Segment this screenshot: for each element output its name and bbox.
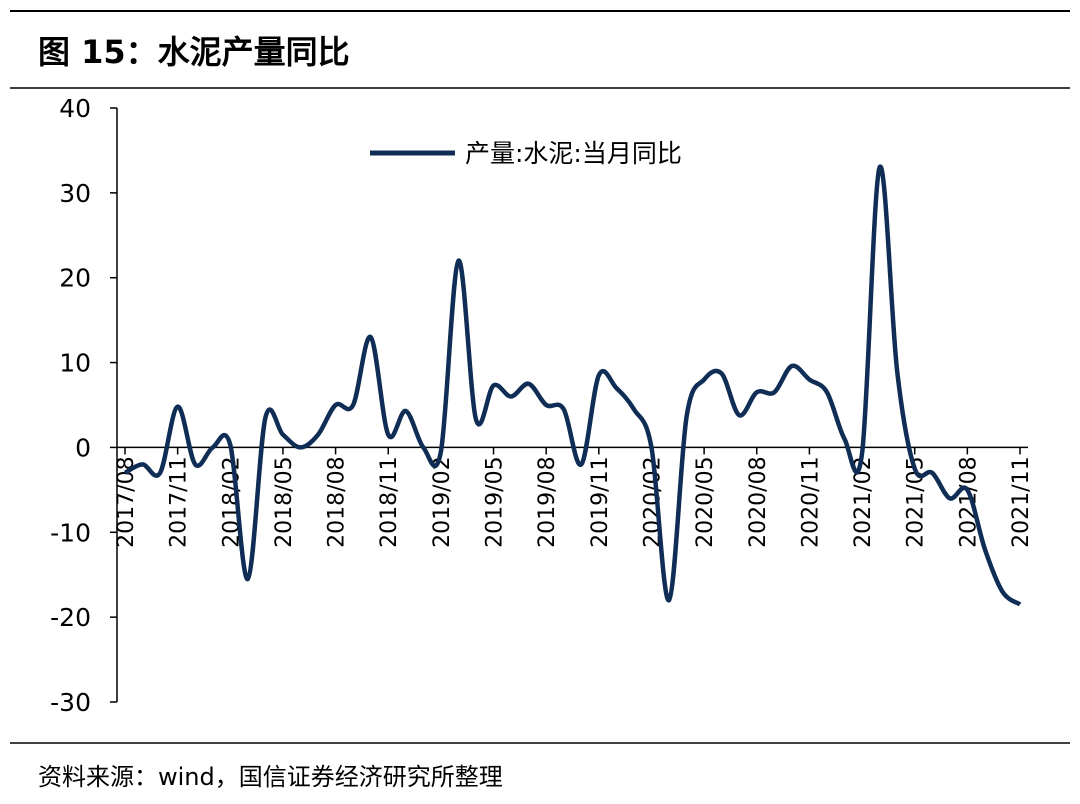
x-tick-label: 2019/05: [483, 456, 508, 547]
x-tick-label: 2018/08: [325, 456, 350, 547]
x-tick-label: 2019/08: [535, 456, 560, 547]
figure-title: 图 15：水泥产量同比: [38, 33, 350, 71]
x-tick-label: 2020/08: [746, 456, 771, 547]
x-tick-label: 2019/11: [588, 456, 613, 547]
series-line: [123, 164, 1022, 607]
x-tick-label: 2020/11: [798, 456, 823, 547]
x-tick-label: 2018/11: [377, 456, 402, 547]
x-tick-label: 2017/11: [167, 456, 192, 547]
source: 资料来源：wind，国信证券经济研究所整理: [38, 763, 503, 791]
y-tick-label: 40: [59, 94, 91, 123]
y-tick-label: 30: [59, 179, 91, 208]
x-tick-label: 2021/11: [1009, 456, 1034, 547]
x-tick-label: 2020/05: [693, 456, 718, 547]
y-tick-label: -20: [50, 603, 91, 632]
y-tick-label: 20: [59, 264, 91, 293]
y-tick-label: -10: [50, 518, 91, 547]
legend-label: 产量:水泥:当月同比: [465, 139, 682, 168]
y-tick-label: 0: [75, 433, 91, 462]
y-tick-label: -30: [50, 688, 91, 717]
x-tick-label: 2021/08: [956, 456, 981, 547]
x-tick-label: 2018/05: [272, 456, 297, 547]
x-tick-label: 2019/02: [430, 456, 455, 547]
y-tick-label: 10: [59, 349, 91, 378]
